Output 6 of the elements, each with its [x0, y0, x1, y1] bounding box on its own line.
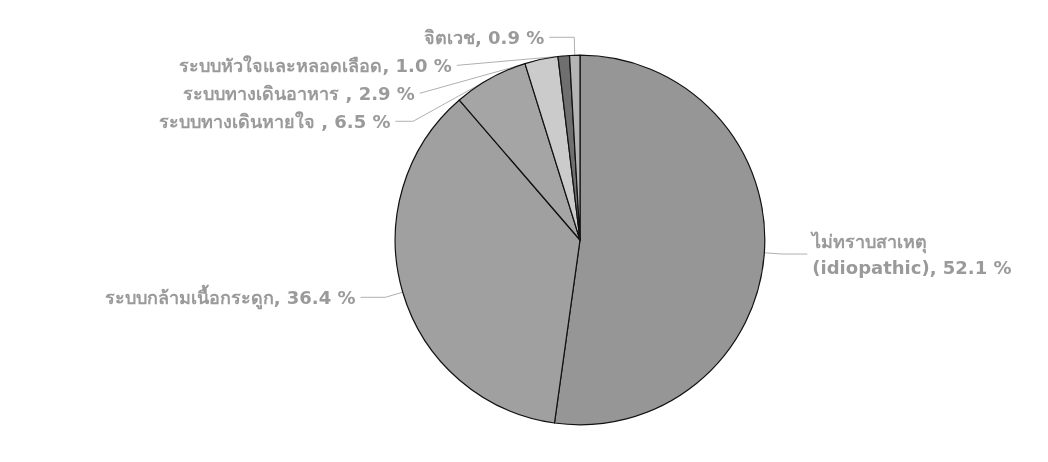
slice-label: จิตเวช, 0.9 %: [423, 26, 545, 48]
slice-label: ระบบหัวใจและหลอดเลือด, 1.0 %: [179, 54, 452, 76]
slice-label: ระบบทางเดินอาหาร , 2.9 %: [183, 82, 415, 104]
slice-label: ระบบทางเดินหายใจ , 6.5 %: [158, 110, 391, 132]
slice-label: ไม่ทราบสาเหตุ (idiopathic), 52.1 %: [810, 230, 1012, 278]
slice-label: ระบบกล้ามเนื้อกระดูก, 36.4 %: [104, 283, 356, 310]
